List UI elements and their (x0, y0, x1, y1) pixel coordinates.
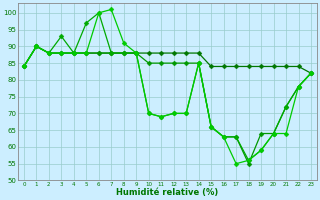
X-axis label: Humidité relative (%): Humidité relative (%) (116, 188, 219, 197)
